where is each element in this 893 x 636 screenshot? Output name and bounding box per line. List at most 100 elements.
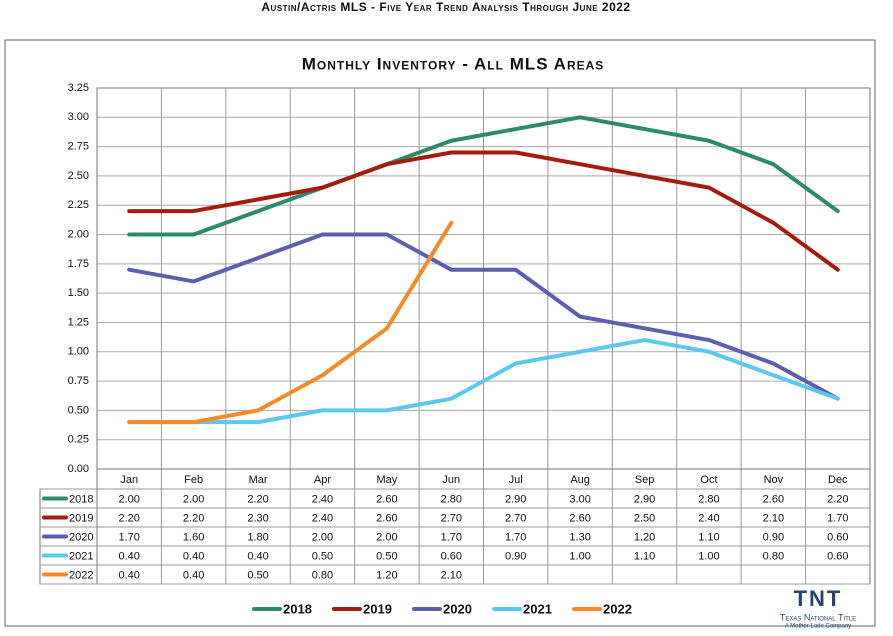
table-cell: 2.20 xyxy=(247,493,268,505)
series-line xyxy=(127,150,840,272)
y-tick-label: 0.50 xyxy=(68,404,89,416)
y-tick-label: 0.25 xyxy=(68,434,89,446)
table-cell: 0.40 xyxy=(118,550,139,562)
y-tick-label: 1.50 xyxy=(68,287,89,299)
table-cell: 2.00 xyxy=(183,493,204,505)
table-cell: 3.00 xyxy=(569,493,590,505)
table-cell: 2.20 xyxy=(827,493,848,505)
table-cell: 1.30 xyxy=(569,531,590,543)
table-series-name: 2019 xyxy=(69,512,93,524)
table-cell: 0.60 xyxy=(827,531,848,543)
table-cell: 1.00 xyxy=(698,550,719,562)
legend-label: 2022 xyxy=(603,601,632,616)
x-tick-label: Nov xyxy=(764,474,784,486)
y-tick-label: 0.00 xyxy=(68,463,89,475)
table-cell: 2.40 xyxy=(312,493,333,505)
table-cell: 0.50 xyxy=(376,550,397,562)
y-tick-label: 1.00 xyxy=(68,346,89,358)
table-cell: 0.50 xyxy=(247,569,268,581)
table-cell: 2.00 xyxy=(118,493,139,505)
x-tick-label: Aug xyxy=(570,474,590,486)
x-tick-label: Mar xyxy=(249,474,268,486)
y-tick-label: 3.25 xyxy=(68,82,89,94)
y-tick-label: 0.75 xyxy=(68,375,89,387)
table-cell: 2.60 xyxy=(763,493,784,505)
table-cell: 0.40 xyxy=(247,550,268,562)
series-line xyxy=(127,338,840,425)
table-series-name: 2022 xyxy=(69,569,93,581)
table-cell: 0.60 xyxy=(827,550,848,562)
table-cell: 1.60 xyxy=(183,531,204,543)
table-cell: 1.20 xyxy=(634,531,655,543)
table-cell: 2.10 xyxy=(763,512,784,524)
table-cell: 0.80 xyxy=(763,550,784,562)
table-cell: 2.20 xyxy=(183,512,204,524)
logo-tagline: A Mother Lode Company xyxy=(785,624,851,630)
logo-mark: TNT xyxy=(794,586,843,611)
table-cell: 2.60 xyxy=(569,512,590,524)
table-cell: 2.80 xyxy=(441,493,462,505)
x-tick-label: Oct xyxy=(700,474,717,486)
table-cell: 0.40 xyxy=(183,569,204,581)
logo: TNT Texas National Title A Mother Lode C… xyxy=(780,586,856,630)
table-cell: 1.70 xyxy=(827,512,848,524)
table-cell: 1.70 xyxy=(505,531,526,543)
table-cell: 1.70 xyxy=(441,531,462,543)
x-tick-label: May xyxy=(376,474,397,486)
table-cell: 2.00 xyxy=(376,531,397,543)
table-cell: 1.10 xyxy=(634,550,655,562)
table-cell: 2.70 xyxy=(505,512,526,524)
table-cell: 2.10 xyxy=(441,569,462,581)
chart-frame xyxy=(4,39,876,627)
table-cell: 2.30 xyxy=(247,512,268,524)
table-cell: 0.90 xyxy=(505,550,526,562)
table-cell: 2.70 xyxy=(441,512,462,524)
x-tick-label: Sep xyxy=(635,474,655,486)
table-cell: 2.50 xyxy=(634,512,655,524)
page-header: Austin/Actris MLS - Five Year Trend Anal… xyxy=(261,0,630,14)
table-cell: 0.80 xyxy=(312,569,333,581)
y-tick-label: 2.50 xyxy=(68,170,89,182)
table-cell: 2.40 xyxy=(312,512,333,524)
table-cell: 0.40 xyxy=(118,569,139,581)
table-cell: 1.10 xyxy=(698,531,719,543)
table-cell: 2.80 xyxy=(698,493,719,505)
table-cell: 1.20 xyxy=(376,569,397,581)
table-series-name: 2020 xyxy=(69,531,93,543)
table-cell: 1.80 xyxy=(247,531,268,543)
table-cell: 2.00 xyxy=(312,531,333,543)
table-cell: 1.70 xyxy=(118,531,139,543)
y-tick-label: 3.00 xyxy=(68,111,89,123)
series-line xyxy=(127,232,840,401)
x-tick-label: Jul xyxy=(509,474,523,486)
x-tick-label: Apr xyxy=(314,474,331,486)
table-cell: 2.20 xyxy=(118,512,139,524)
x-tick-label: Jan xyxy=(120,474,138,486)
chart-title: Monthly Inventory - All MLS Areas xyxy=(302,54,605,73)
legend-label: 2020 xyxy=(443,601,472,616)
series-line xyxy=(127,115,840,237)
table-cell: 2.40 xyxy=(698,512,719,524)
table-cell: 0.60 xyxy=(441,550,462,562)
table-cell: 1.00 xyxy=(569,550,590,562)
x-tick-label: Dec xyxy=(828,474,848,486)
logo-name: Texas National Title xyxy=(780,612,856,622)
table-cell: 0.90 xyxy=(763,531,784,543)
table-series-name: 2018 xyxy=(69,493,93,505)
table-cell: 0.50 xyxy=(312,550,333,562)
y-tick-label: 2.00 xyxy=(68,228,89,240)
x-tick-label: Feb xyxy=(184,474,203,486)
table-cell: 2.60 xyxy=(376,493,397,505)
legend-label: 2019 xyxy=(363,601,392,616)
series-line xyxy=(127,220,454,425)
table-cell: 2.60 xyxy=(376,512,397,524)
y-tick-label: 1.75 xyxy=(68,258,89,270)
y-tick-label: 2.25 xyxy=(68,199,89,211)
table-cell: 2.90 xyxy=(505,493,526,505)
legend-label: 2021 xyxy=(523,601,552,616)
table-cell: 0.40 xyxy=(183,550,204,562)
x-tick-label: Jun xyxy=(442,474,460,486)
table-series-name: 2021 xyxy=(69,550,93,562)
